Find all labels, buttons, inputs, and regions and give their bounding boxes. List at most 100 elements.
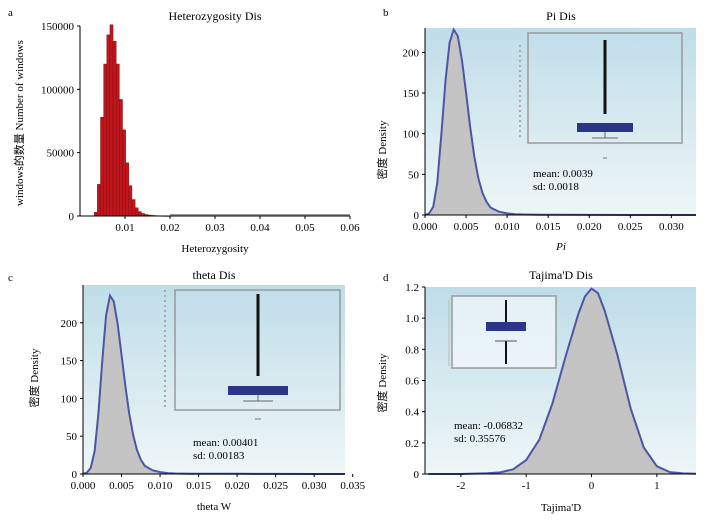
x-tick-label: 0.04	[250, 222, 270, 234]
y-ticks-d: 0 0.2 0.4 0.6 0.8 1.0 1.2	[405, 282, 425, 481]
y-tick-label: 100	[61, 393, 78, 405]
panel-d-tajimad: d Tajima'D Dis -2 -1 0 1 0 0.2 0.4 0.6 0.8 1.0 1.…	[375, 268, 697, 514]
panel-b-pi: b Pi Dis 0.000 0.005 0.010 0.015 0.020 0.025 0…	[375, 7, 696, 253]
x-tick-label: 0.025	[263, 480, 288, 492]
y-tick-label: 1.2	[405, 282, 419, 294]
x-tick-label: 1	[654, 480, 660, 492]
boxplot-inset-b	[519, 32, 683, 159]
inset-box-c	[228, 386, 288, 395]
histogram-bar	[100, 116, 104, 217]
histogram-bar	[122, 129, 126, 217]
y-tick-label: 50	[66, 431, 78, 443]
y-tick-label: 0.2	[405, 438, 419, 450]
x-tick-label: 0.020	[577, 221, 602, 233]
y-tick-label: 150	[403, 88, 420, 100]
x-tick-label: 0	[589, 480, 595, 492]
y-tick-label: 100	[403, 129, 420, 141]
chart-title-b: Pi Dis	[546, 9, 576, 23]
histogram-bar	[109, 24, 114, 217]
histogram-bar	[116, 63, 120, 217]
y-tick-label: 0	[72, 469, 78, 481]
histogram-bar	[125, 162, 130, 217]
density-line-d	[428, 287, 697, 475]
histogram-bar	[134, 207, 139, 217]
histogram-bar	[112, 41, 117, 217]
y-axis-label-a: windows的数量 Number of windows	[12, 40, 26, 206]
y-ticks-a: 0 50000 100000 150000	[41, 21, 80, 223]
x-tick-label: 0.025	[618, 221, 643, 233]
y-tick-label: 0.4	[405, 407, 419, 419]
y-axis-label-b: 密度 Density	[375, 120, 389, 179]
mean-annotation-d: mean: -0.06832	[454, 420, 523, 432]
y-tick-label: 0	[69, 211, 75, 223]
panel-letter-a: a	[8, 7, 13, 19]
y-ticks-b: 0 50 100 150 200	[403, 47, 425, 222]
inset-box-b	[577, 123, 633, 132]
histogram-bar	[97, 184, 101, 217]
histogram-bar	[128, 185, 133, 217]
y-tick-label: 150000	[41, 21, 75, 33]
histogram-bar	[131, 199, 136, 217]
mean-annotation-c: mean: 0.00401	[193, 437, 258, 449]
panel-letter-b: b	[383, 7, 389, 19]
histogram-bar	[119, 99, 123, 217]
x-ticks-d: -2 -1 0 1	[456, 474, 660, 492]
y-tick-label: 0	[414, 469, 420, 481]
x-ticks-b: 0.000 0.005 0.010 0.015 0.020 0.025 0.030	[413, 215, 684, 233]
x-tick-label: 0.010	[148, 480, 173, 492]
y-tick-label: 50000	[47, 148, 75, 160]
y-ticks-c: 0 50 100 150 200	[61, 318, 83, 481]
y-tick-label: 0	[414, 210, 420, 222]
panel-c-theta: c theta Dis 0.000 0.005 0.010 0.015 0.020 0.0…	[8, 268, 366, 513]
x-ticks-c: 0.000 0.005 0.010 0.015 0.020 0.025 0.030 0.035	[71, 474, 366, 492]
x-axis-label-b: Pi	[555, 241, 566, 253]
sd-annotation-b: sd: 0.0018	[533, 181, 579, 193]
x-tick-label: 0.010	[495, 221, 520, 233]
inset-frame-c	[174, 289, 341, 411]
sd-annotation-d: sd: 0.35576	[454, 433, 506, 445]
x-tick-label: -2	[456, 480, 465, 492]
x-tick-label: 0.005	[109, 480, 134, 492]
panel-a-heterozygosity: a Heterozygosity Dis 0.01 0.02 0.03 0.04 0.0…	[8, 7, 360, 255]
x-tick-label: 0.030	[302, 480, 327, 492]
x-tick-label: 0.02	[160, 222, 179, 234]
x-tick-label: 0.015	[186, 480, 211, 492]
chart-title-c: theta Dis	[193, 268, 236, 282]
x-tick-label: 0.000	[413, 221, 438, 233]
inset-box-d	[486, 322, 526, 331]
chart-title-a: Heterozygosity Dis	[169, 9, 262, 23]
y-axis-label-c: 密度 Density	[27, 348, 41, 407]
y-axis-label-d: 密度 Density	[375, 353, 389, 412]
y-tick-label: 100000	[41, 84, 75, 96]
x-axis-label-d: Tajima'D	[541, 502, 581, 514]
mean-annotation-b: mean: 0.0039	[533, 168, 593, 180]
panel-letter-d: d	[383, 272, 389, 284]
boxplot-inset-d	[448, 295, 557, 369]
x-axis-label-a: Heterozygosity	[181, 243, 249, 255]
x-tick-label: 0.05	[295, 222, 315, 234]
inset-frame-d	[451, 295, 557, 369]
density-area-b	[425, 29, 696, 215]
y-tick-label: 150	[61, 356, 78, 368]
x-tick-label: 0.020	[225, 480, 250, 492]
density-area-c	[83, 295, 345, 474]
density-area-d	[428, 288, 696, 474]
x-axis-label-c: theta W	[197, 501, 232, 513]
x-tick-label: 0.01	[115, 222, 134, 234]
x-tick-label: 0.005	[454, 221, 479, 233]
x-tick-label: 0.03	[205, 222, 225, 234]
histogram-bar	[106, 34, 111, 217]
panel-letter-c: c	[8, 272, 13, 284]
x-tick-label: 0.035	[340, 480, 365, 492]
x-tick-label: 0.06	[340, 222, 360, 234]
sd-annotation-c: sd: 0.00183	[193, 450, 245, 462]
y-tick-label: 0.8	[405, 344, 419, 356]
x-tick-label: 0.000	[71, 480, 96, 492]
inset-frame-b	[527, 32, 683, 144]
x-ticks-a: 0.01 0.02 0.03 0.04 0.05 0.06	[115, 216, 360, 234]
histogram-bar	[93, 211, 98, 217]
chart-title-d: Tajima'D Dis	[529, 268, 593, 282]
y-tick-label: 1.0	[405, 313, 419, 325]
y-tick-label: 50	[408, 169, 420, 181]
